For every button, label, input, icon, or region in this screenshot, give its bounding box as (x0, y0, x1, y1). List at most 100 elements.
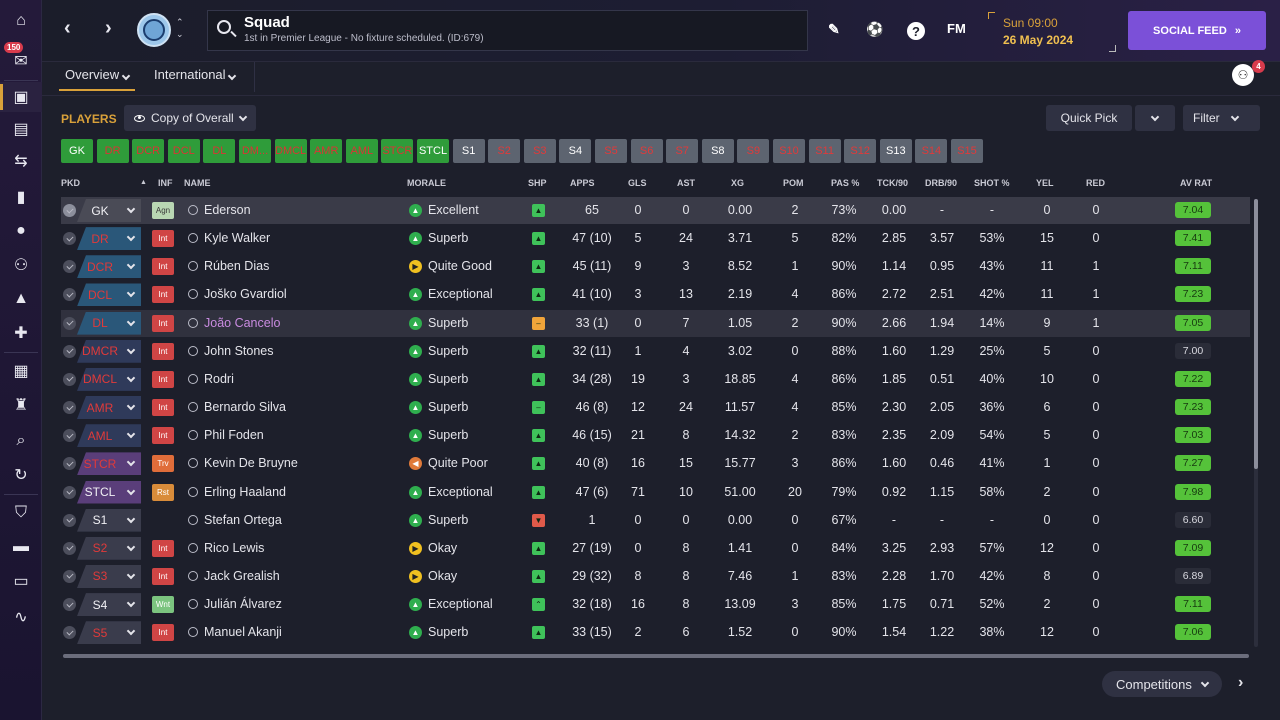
position-select[interactable]: GK (77, 199, 141, 222)
position-chip-s9[interactable]: S9 (737, 139, 770, 163)
position-select[interactable]: AML (77, 424, 141, 448)
player-name[interactable]: Julián Álvarez (204, 597, 282, 612)
pick-checkbox[interactable] (63, 232, 76, 246)
info-badge[interactable]: Trv (152, 455, 174, 473)
player-name[interactable]: João Cancelo (204, 315, 281, 330)
col-av-rat[interactable]: AV RAT (1180, 178, 1213, 188)
table-row[interactable]: DMCR Int John Stones ▲ Superb ▲ 32 (11) 1 4 3.02 0… (61, 338, 1250, 365)
table-row[interactable]: STCR Trv Kevin De Bruyne ◀ Quite Poor ▲ 40 (8)… (61, 450, 1250, 477)
position-select[interactable]: S4 (77, 593, 141, 617)
player-name[interactable]: Jack Grealish (204, 568, 280, 583)
pick-checkbox[interactable] (63, 316, 76, 330)
table-row[interactable]: S3 Int Jack Grealish ▶ Okay ▲ 29 (32) 8 8 7.46 1 83… (61, 563, 1250, 590)
pick-checkbox[interactable] (63, 457, 76, 471)
info-badge[interactable]: Int (152, 370, 174, 388)
tab-overview[interactable]: Overview (59, 67, 135, 91)
player-name[interactable]: Joško Gvardiol (204, 287, 287, 302)
position-chip-s6[interactable]: S6 (630, 139, 663, 163)
col-name[interactable]: NAME (184, 178, 211, 188)
info-badge[interactable]: Int (152, 230, 174, 248)
pick-checkbox[interactable] (63, 288, 76, 302)
info-badge[interactable]: Int (152, 399, 174, 417)
medical-icon[interactable]: ✚ (14, 325, 28, 342)
schedule-icon[interactable]: ▦ (13, 363, 29, 380)
position-chip-s1[interactable]: S1 (452, 139, 485, 163)
position-chip-aml[interactable]: AML (345, 139, 378, 163)
search-icon[interactable] (217, 20, 231, 34)
pick-checkbox[interactable] (63, 204, 76, 217)
chevron-down-icon[interactable] (121, 283, 141, 306)
game-date[interactable]: Sun 09:00 26 May 2024 (988, 12, 1116, 52)
position-select[interactable]: STCL (77, 480, 141, 504)
info-badge[interactable]: Rst (152, 483, 174, 501)
player-name[interactable]: Kevin De Bruyne (204, 456, 298, 471)
table-row[interactable]: GK Agn Ederson ▲ Excellent ▲ 65 0 0 0.00 2 73% 0.00 -… (61, 197, 1250, 224)
table-row[interactable]: DR Int Kyle Walker ▲ Superb ▲ 47 (10) 5 24 3.71 5 8… (61, 225, 1250, 252)
chevron-down-icon[interactable] (121, 368, 141, 391)
pick-checkbox[interactable] (63, 429, 76, 443)
col-tck[interactable]: TCK/90 (877, 178, 909, 188)
competitions-dropdown[interactable]: Competitions (1102, 671, 1222, 697)
help-icon[interactable]: ? (907, 22, 925, 40)
position-select[interactable]: AMR (77, 396, 141, 420)
col-gls[interactable]: GLS (628, 178, 647, 188)
table-row[interactable]: S5 Int Manuel Akanji ▲ Superb ▲ 33 (15) 2 6 1.52 0… (61, 619, 1250, 646)
pick-checkbox[interactable] (63, 344, 76, 358)
club-switcher-icon[interactable]: ⌃ ⌄ (176, 17, 184, 39)
dynamics-icon[interactable]: ▮ (16, 189, 26, 206)
chevron-down-icon[interactable] (121, 509, 141, 532)
chevron-down-icon[interactable] (121, 424, 141, 447)
chevron-down-icon[interactable] (121, 565, 141, 588)
position-select[interactable]: STCR (77, 452, 141, 476)
player-name[interactable]: Ederson (204, 203, 251, 217)
squad-icon[interactable]: ▣ (0, 82, 42, 112)
position-chip-dmcl[interactable]: DMCL (274, 139, 307, 163)
chevron-down-icon[interactable] (121, 481, 141, 504)
position-chip-dcr[interactable]: DCR (132, 139, 165, 163)
training-icon[interactable]: ▲ (13, 290, 29, 307)
player-name[interactable]: Rico Lewis (204, 540, 265, 555)
info-badge[interactable]: Int (152, 286, 174, 304)
col-yel[interactable]: YEL (1036, 178, 1054, 188)
table-row[interactable]: AML Int Phil Foden ▲ Superb ▲ 46 (15) 21 8 14.32 2… (61, 422, 1250, 449)
chevron-down-icon[interactable] (121, 340, 141, 363)
table-row[interactable]: DL Int João Cancelo ▲ Superb – 33 (1) 0 7 1.05 2 90… (61, 309, 1250, 337)
position-chip-amr[interactable]: AMR (310, 139, 343, 163)
position-chip-stcl[interactable]: STCL (417, 139, 449, 163)
position-chip-s3[interactable]: S3 (523, 139, 556, 163)
search-box[interactable]: Squad 1st in Premier League - No fixture… (207, 10, 808, 51)
position-select[interactable]: DR (77, 227, 141, 251)
edit-pencil-icon[interactable]: ✎ (828, 21, 840, 37)
info-badge[interactable]: Int (152, 567, 174, 585)
chevron-down-icon[interactable] (121, 227, 141, 250)
pick-checkbox[interactable] (63, 569, 76, 583)
refresh-icon[interactable]: ↻ (14, 467, 28, 484)
table-row[interactable]: DCR Int Rúben Dias ▶ Quite Good ▲ 45 (11) 9 3 8.5… (61, 253, 1250, 280)
position-select[interactable]: DCL (77, 283, 141, 307)
quick-pick-button[interactable]: Quick Pick (1046, 105, 1132, 131)
position-select[interactable]: S5 (77, 621, 141, 645)
info-badge[interactable]: Int (152, 624, 174, 642)
pick-checkbox[interactable] (63, 513, 76, 527)
table-row[interactable]: AMR Int Bernardo Silva ▲ Superb – 46 (8) 12 24 11… (61, 394, 1250, 421)
position-chip-s4[interactable]: S4 (559, 139, 592, 163)
col-pom[interactable]: POM (783, 178, 804, 188)
club-icon[interactable]: ⛉ (14, 504, 27, 521)
col-morale[interactable]: MORALE (407, 178, 446, 188)
position-select[interactable]: S1 (77, 508, 141, 532)
chevron-down-icon[interactable] (121, 199, 141, 222)
position-chip-dr[interactable]: DR (96, 139, 129, 163)
position-chip-s11[interactable]: S11 (808, 139, 841, 163)
position-chip-s15[interactable]: S15 (951, 139, 983, 163)
chevron-down-icon[interactable] (121, 396, 141, 419)
position-chip-stcr[interactable]: STCR (381, 139, 414, 163)
pick-checkbox[interactable] (63, 260, 76, 274)
pick-checkbox[interactable] (63, 598, 76, 612)
col-ast[interactable]: AST (677, 178, 695, 188)
position-chip-dm[interactable]: DM... (239, 139, 271, 163)
info-badge[interactable]: Int (152, 539, 174, 557)
pick-checkbox[interactable] (63, 372, 76, 386)
social-feed-button[interactable]: SOCIAL FEED » (1128, 11, 1266, 50)
col-pas[interactable]: PAS % (831, 178, 860, 188)
info-badge[interactable]: Int (152, 427, 174, 445)
